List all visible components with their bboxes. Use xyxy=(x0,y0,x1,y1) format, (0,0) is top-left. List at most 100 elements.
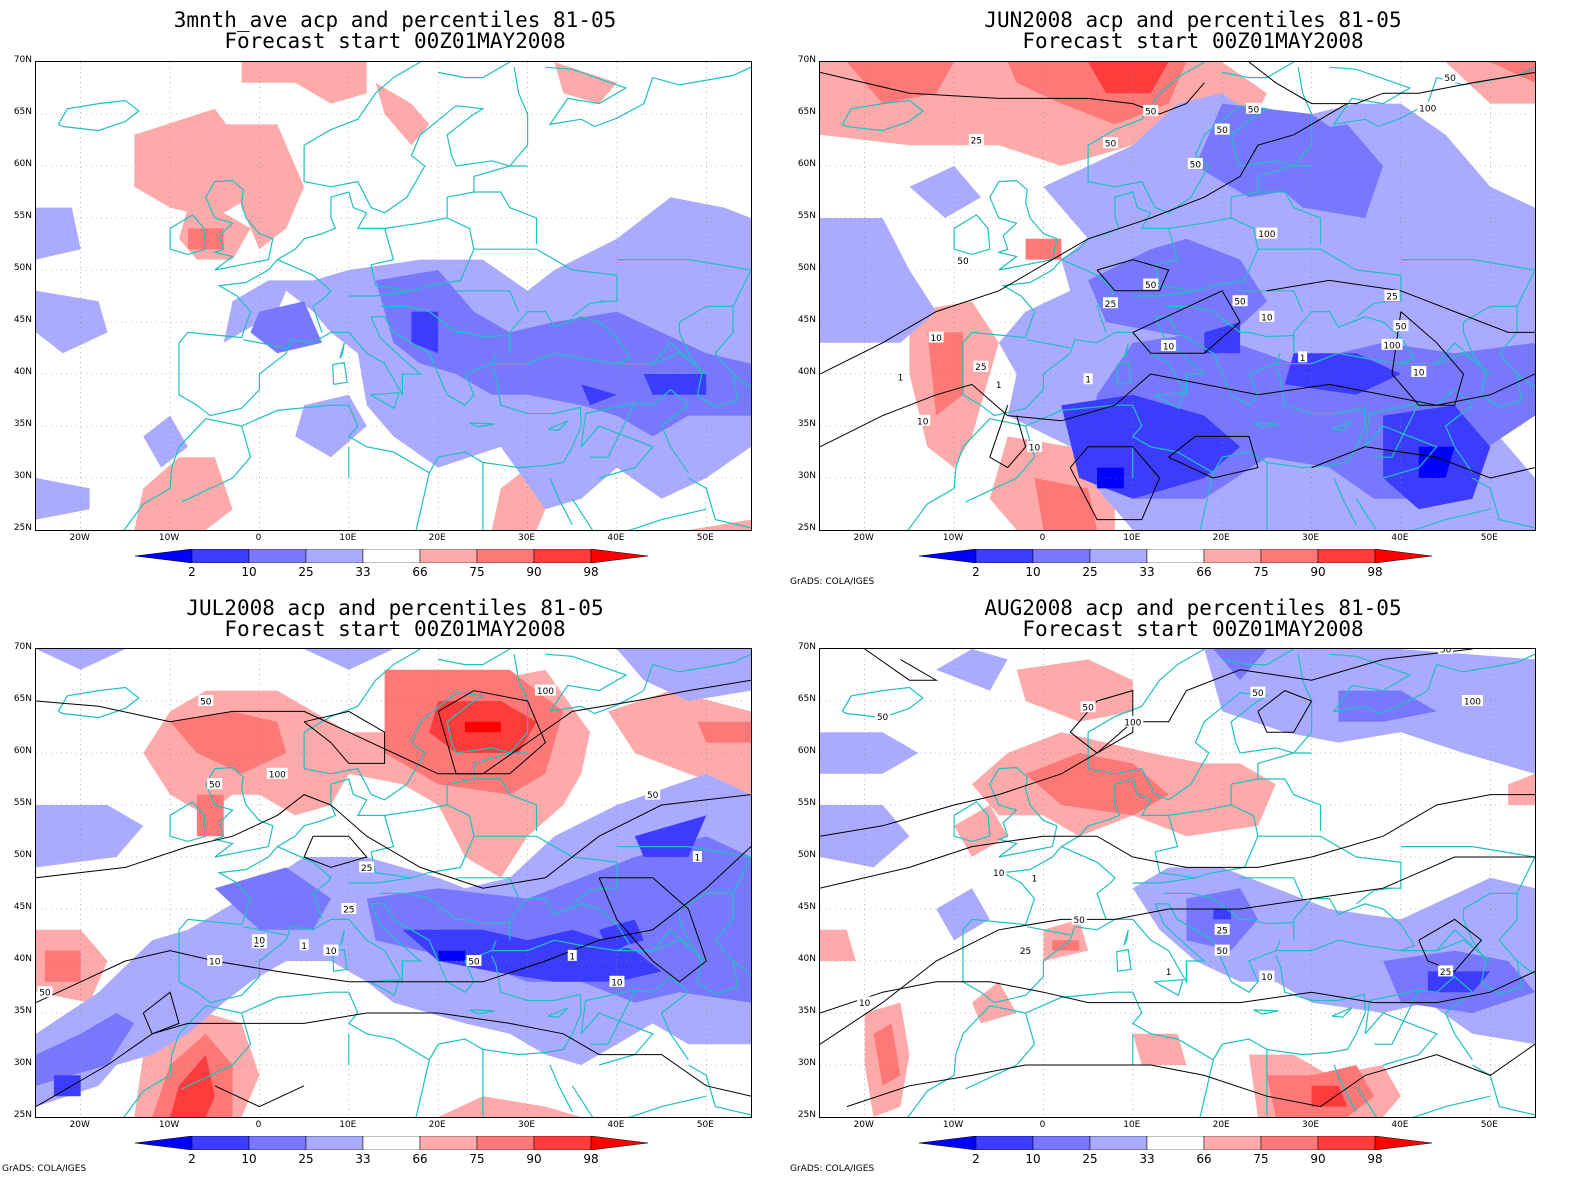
anomaly-region xyxy=(697,721,751,743)
contour-label: 100 xyxy=(1417,101,1439,114)
contour-label: 10 xyxy=(1027,440,1042,453)
colorbar-label: 98 xyxy=(1367,565,1383,579)
colorbar-segment xyxy=(1260,549,1319,563)
coastline xyxy=(1154,979,1184,997)
latitude-label: 45N xyxy=(797,315,816,325)
svg-text:50: 50 xyxy=(1105,140,1117,150)
coastline xyxy=(178,62,512,344)
colorbar-label: 2 xyxy=(972,565,980,579)
percentile-contour xyxy=(1248,62,1535,105)
anomaly-region xyxy=(1266,124,1384,218)
percentile-contour xyxy=(36,846,751,1004)
svg-text:1: 1 xyxy=(1032,874,1038,884)
colorbar-label: 75 xyxy=(1253,565,1269,579)
colorbar-segment xyxy=(191,1136,250,1150)
grads-credit: GrADS: COLA/IGES xyxy=(2,1164,87,1174)
anomaly-region xyxy=(954,805,1008,857)
svg-text:10: 10 xyxy=(917,417,929,427)
latitude-label: 70N xyxy=(797,55,816,65)
contour-label: 1 xyxy=(299,939,309,952)
coastline xyxy=(962,62,1296,344)
anomaly-region xyxy=(1016,659,1133,722)
contour-label: 10 xyxy=(991,866,1007,879)
coastline xyxy=(1257,835,1402,889)
coastline xyxy=(616,352,707,375)
coastline xyxy=(1364,425,1438,479)
colorbar-label: 2 xyxy=(972,1152,980,1166)
anomaly-region xyxy=(820,218,937,343)
colorbar-segment xyxy=(1203,549,1262,563)
percentile-contour xyxy=(1096,259,1170,292)
coastline xyxy=(907,955,1366,1117)
coastline xyxy=(580,1000,587,1034)
map-panel-4: AUG2008 acp and percentiles 81-05 Foreca… xyxy=(790,596,1596,1196)
percentile-contour xyxy=(142,991,180,1035)
colorbar-segment xyxy=(1203,1136,1262,1150)
coastline xyxy=(628,1095,707,1117)
colorbar-segment xyxy=(919,1136,977,1150)
coastline xyxy=(1355,498,1378,530)
contour-label: 1 xyxy=(692,851,702,864)
panel-subtitle: Forecast start 00Z01MAY2008 xyxy=(1022,29,1364,53)
percentile-contour xyxy=(820,856,1535,1045)
latitude-label: 50N xyxy=(13,850,32,860)
percentile-contour xyxy=(1311,446,1535,479)
contour-label: 1 xyxy=(895,371,905,384)
percentile-contour xyxy=(303,710,386,764)
contour-label: 10 xyxy=(1259,310,1275,323)
colorbar-label: 10 xyxy=(241,1152,257,1166)
coastline xyxy=(277,259,332,333)
coastline xyxy=(1116,361,1132,385)
colorbar xyxy=(135,1136,649,1150)
map-plot-area xyxy=(35,61,752,531)
colorbar-segment xyxy=(476,1136,535,1150)
coastline xyxy=(1123,929,1129,946)
svg-text:1: 1 xyxy=(569,952,575,962)
colorbar-segment xyxy=(919,549,977,563)
latitude-label: 40N xyxy=(13,954,32,964)
percentile-contour xyxy=(820,970,1535,1014)
percentile-contour xyxy=(1168,435,1259,479)
longitude-label: 20W xyxy=(69,1120,90,1130)
colorbar-segment xyxy=(362,549,421,563)
svg-text:10: 10 xyxy=(325,947,337,957)
latitude-label: 35N xyxy=(13,1006,32,1016)
coastline xyxy=(1364,1000,1371,1034)
coastline xyxy=(962,649,1296,931)
anomaly-region xyxy=(846,62,955,104)
anomaly-region xyxy=(1311,1085,1348,1107)
coastline xyxy=(989,179,1058,271)
colorbar-segment xyxy=(248,1136,307,1150)
svg-text:100: 100 xyxy=(537,687,554,697)
svg-text:10: 10 xyxy=(1413,368,1425,378)
coastline xyxy=(348,877,412,884)
coastline xyxy=(243,926,287,936)
contour-label: 10 xyxy=(1411,365,1427,378)
longitude-label: 0 xyxy=(1039,1120,1046,1130)
colorbar-segment xyxy=(191,549,250,563)
percentile-contour xyxy=(36,794,751,889)
colorbar-label: 10 xyxy=(1025,565,1041,579)
contour-label: 50 xyxy=(1438,649,1454,656)
anomaly-region xyxy=(402,929,662,982)
latitude-label: 25N xyxy=(13,1110,32,1120)
contour-label: 50 xyxy=(1214,944,1230,957)
coastline xyxy=(1257,778,1322,831)
percentile-contour xyxy=(820,71,1205,115)
longitude-label: 40E xyxy=(607,1120,625,1130)
coastline xyxy=(1333,1064,1357,1113)
longitude-label: 30E xyxy=(517,533,536,543)
longitude-label: 30E xyxy=(517,1120,536,1130)
contour-label: 1 xyxy=(1083,373,1093,386)
percentile-contour xyxy=(214,1085,305,1108)
coastline xyxy=(243,339,287,349)
coastline xyxy=(169,214,207,256)
anomaly-region xyxy=(44,950,81,982)
anomaly-region xyxy=(1088,238,1267,343)
contour-label: 25 xyxy=(968,134,984,147)
colorbar-segment xyxy=(1089,1136,1148,1150)
colorbar-segment xyxy=(419,549,478,563)
coastline xyxy=(1436,975,1474,1061)
colorbar-segment xyxy=(1032,549,1091,563)
svg-text:1: 1 xyxy=(996,381,1002,391)
